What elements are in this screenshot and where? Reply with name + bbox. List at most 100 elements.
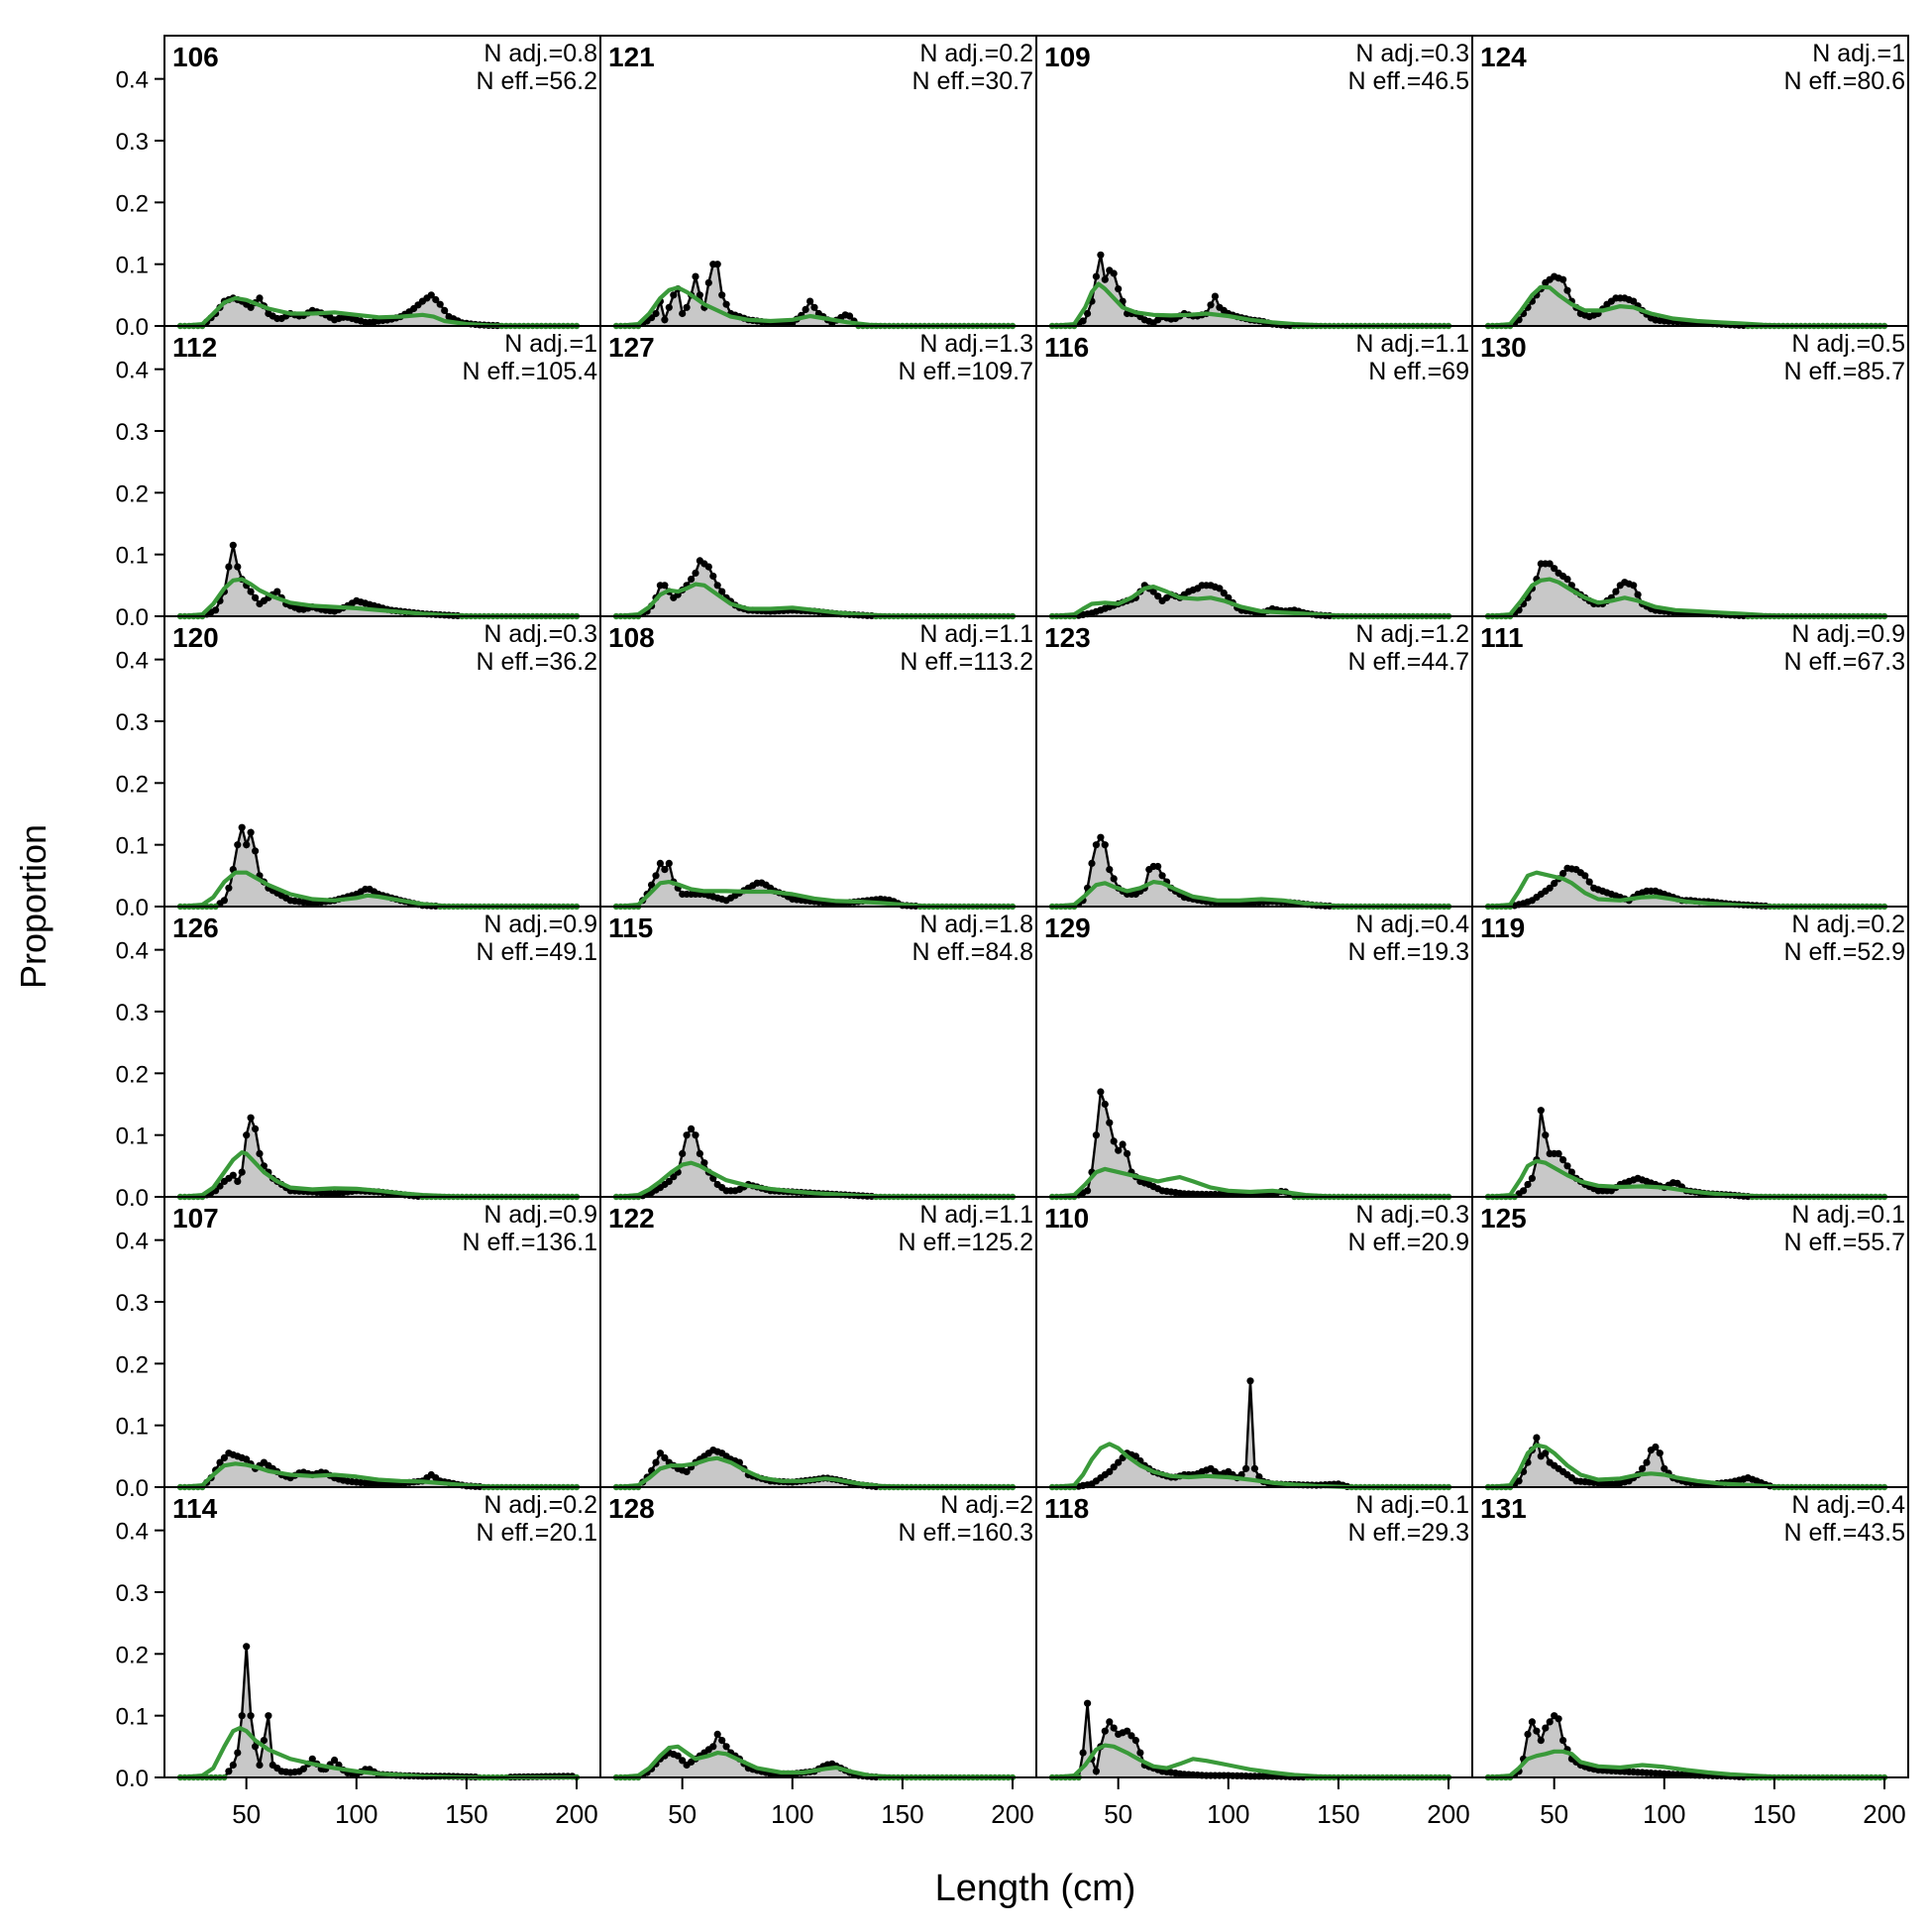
n-eff-label: N eff.=19.3 — [1347, 938, 1469, 966]
observed-point — [652, 309, 660, 318]
y-tick-label: 0.1 — [116, 1704, 149, 1731]
observed-point — [670, 1173, 678, 1181]
observed-point — [688, 1125, 696, 1132]
panel-id: 125 — [1480, 1203, 1527, 1234]
y-tick-label: 0.2 — [116, 1351, 149, 1378]
observed-point — [1124, 1149, 1131, 1157]
observed-point — [1537, 1107, 1545, 1115]
observed-point — [713, 582, 721, 590]
panel-id: 130 — [1480, 332, 1527, 363]
observed-point — [679, 309, 687, 318]
observed-point — [1559, 1156, 1567, 1164]
panel-107: 107 N adj.=0.9N eff.=136.1 — [163, 1196, 601, 1491]
n-adj-label: N adj.=1.8 — [919, 911, 1033, 938]
observed-point — [1216, 585, 1224, 592]
observed-area — [1488, 564, 1884, 616]
observed-point — [1246, 1377, 1254, 1385]
observed-point — [256, 1149, 264, 1157]
panel-128: 128 N adj.=2N eff.=160.3 — [599, 1486, 1037, 1781]
observed-point — [1101, 1100, 1109, 1109]
observed-point — [1634, 590, 1642, 598]
observed-point — [696, 291, 704, 299]
observed-point — [247, 588, 255, 595]
observed-point — [243, 1131, 251, 1139]
panel-127: 127 N adj.=1.3N eff.=109.7 — [599, 325, 1037, 620]
observed-point — [700, 1159, 708, 1167]
observed-point — [1559, 275, 1567, 283]
n-eff-label: N eff.=49.1 — [476, 938, 597, 966]
observed-point — [247, 1712, 255, 1720]
observed-point — [1110, 1463, 1118, 1471]
observed-point — [1084, 309, 1092, 318]
observed-area — [180, 1452, 577, 1487]
observed-point — [665, 859, 673, 868]
n-eff-label: N eff.=80.6 — [1783, 67, 1905, 95]
observed-point — [220, 1453, 228, 1461]
observed-point — [308, 1755, 316, 1763]
expected-line — [179, 870, 578, 910]
panel-id: 111 — [1480, 622, 1524, 653]
observed-point — [683, 1467, 691, 1475]
observed-point — [229, 1761, 237, 1770]
n-adj-label: N adj.=0.8 — [483, 40, 597, 67]
n-adj-label: N adj.=0.9 — [1791, 620, 1905, 648]
observed-point — [806, 297, 814, 305]
x-tick-label: 200 — [1863, 1799, 1905, 1829]
y-tick-label: 0.2 — [116, 771, 149, 798]
n-adj-label: N adj.=0.4 — [1355, 911, 1469, 938]
observed-area — [1052, 255, 1449, 326]
observed-points — [1511, 1434, 1773, 1490]
observed-point — [656, 859, 665, 868]
x-tick-label: 150 — [445, 1799, 487, 1829]
n-adj-label: N adj.=0.9 — [483, 911, 597, 938]
expected-line — [1051, 584, 1449, 619]
y-tick-label: 0.2 — [116, 1061, 149, 1088]
expected-line — [179, 1461, 578, 1490]
y-tick-label: 0.2 — [116, 190, 149, 217]
observed-point — [722, 1743, 730, 1751]
x-tick-label: 100 — [1207, 1799, 1249, 1829]
observed-point — [234, 841, 242, 849]
observed-point — [692, 1131, 699, 1139]
observed-point — [696, 1149, 704, 1157]
expected-line — [1051, 281, 1449, 329]
observed-point — [1524, 1730, 1532, 1738]
observed-point — [1115, 1146, 1123, 1154]
observed-point — [1559, 870, 1567, 878]
n-eff-label: N eff.=55.7 — [1783, 1229, 1905, 1256]
n-eff-label: N eff.=67.3 — [1783, 648, 1905, 676]
x-tick-label: 50 — [1104, 1799, 1132, 1829]
y-tick-label: 0.3 — [116, 1290, 149, 1317]
observed-area — [180, 294, 577, 326]
observed-point — [1220, 590, 1228, 597]
expected-line — [615, 879, 1014, 910]
observed-point — [1106, 1467, 1114, 1475]
n-eff-label: N eff.=29.3 — [1347, 1519, 1469, 1547]
observed-point — [661, 1453, 669, 1461]
n-eff-label: N eff.=44.7 — [1347, 648, 1469, 676]
n-adj-label: N adj.=1.1 — [919, 620, 1033, 648]
panel-id: 127 — [608, 332, 655, 363]
observed-point — [256, 1761, 264, 1770]
observed-point — [212, 606, 220, 614]
n-adj-label: N adj.=2 — [940, 1491, 1033, 1519]
panel-id: 119 — [1480, 912, 1525, 943]
observed-point — [683, 1131, 691, 1139]
panel-id: 110 — [1044, 1203, 1089, 1234]
observed-points — [225, 1643, 577, 1781]
expected-line — [1487, 577, 1884, 619]
expected-line — [179, 1725, 577, 1780]
y-tick-label: 0.0 — [116, 1185, 149, 1212]
observed-point — [674, 1752, 682, 1760]
observed-area — [1488, 1438, 1884, 1487]
observed-point — [225, 884, 233, 892]
x-tick-label: 150 — [1317, 1799, 1359, 1829]
observed-point — [1127, 1732, 1135, 1740]
observed-point — [1639, 1464, 1647, 1472]
n-eff-label: N eff.=30.7 — [912, 67, 1033, 95]
x-tick-label: 150 — [881, 1799, 923, 1829]
observed-point — [713, 1730, 721, 1738]
x-tick-label: 200 — [991, 1799, 1033, 1829]
observed-point — [1643, 1458, 1651, 1466]
expected-line — [1487, 1443, 1884, 1490]
